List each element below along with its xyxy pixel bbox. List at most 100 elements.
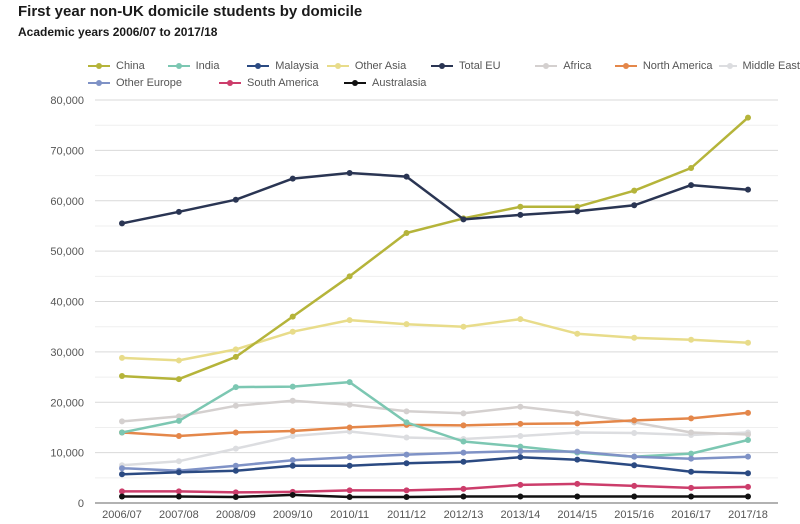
data-point-middle-east[interactable] bbox=[631, 429, 638, 436]
data-point-other-asia[interactable] bbox=[631, 334, 638, 341]
data-point-india[interactable] bbox=[745, 437, 751, 444]
data-point-middle-east[interactable] bbox=[289, 433, 296, 440]
data-point-north-america[interactable] bbox=[460, 422, 467, 429]
series-other-europe[interactable] bbox=[119, 448, 751, 474]
series-china[interactable] bbox=[119, 114, 751, 383]
legend-item-south-america[interactable]: South America bbox=[219, 77, 330, 89]
data-point-india[interactable] bbox=[460, 438, 467, 445]
data-point-malaysia[interactable] bbox=[574, 456, 581, 463]
legend-item-africa[interactable]: Africa bbox=[535, 60, 615, 72]
data-point-india[interactable] bbox=[517, 443, 524, 450]
data-point-africa[interactable] bbox=[517, 403, 524, 410]
series-line-australasia[interactable] bbox=[120, 493, 750, 499]
data-point-china[interactable] bbox=[232, 353, 239, 360]
data-point-china[interactable] bbox=[631, 187, 638, 194]
data-point-china[interactable] bbox=[574, 203, 581, 210]
data-point-africa[interactable] bbox=[688, 429, 695, 436]
data-point-other-asia[interactable] bbox=[175, 357, 182, 364]
data-point-south-america[interactable] bbox=[346, 487, 353, 494]
series-malaysia[interactable] bbox=[119, 454, 751, 478]
data-point-malaysia[interactable] bbox=[460, 458, 467, 465]
data-point-india[interactable] bbox=[346, 379, 353, 386]
data-point-malaysia[interactable] bbox=[346, 462, 353, 469]
data-point-south-america[interactable] bbox=[574, 480, 581, 487]
data-point-australasia[interactable] bbox=[460, 493, 467, 500]
legend-item-india[interactable]: India bbox=[167, 60, 248, 72]
data-point-india[interactable] bbox=[119, 429, 125, 436]
data-point-other-asia[interactable] bbox=[517, 316, 524, 323]
data-point-middle-east[interactable] bbox=[403, 434, 410, 441]
data-point-other-asia[interactable] bbox=[403, 321, 410, 328]
data-point-australasia[interactable] bbox=[289, 491, 296, 498]
data-point-total-eu[interactable] bbox=[745, 186, 751, 193]
series-line-africa[interactable] bbox=[120, 399, 750, 436]
series-line-china[interactable] bbox=[120, 116, 750, 381]
data-point-other-europe[interactable] bbox=[688, 455, 695, 462]
data-point-south-america[interactable] bbox=[232, 489, 239, 496]
data-point-china[interactable] bbox=[745, 114, 751, 121]
data-point-australasia[interactable] bbox=[403, 493, 410, 500]
legend-item-australasia[interactable]: Australasia bbox=[344, 77, 426, 89]
data-point-malaysia[interactable] bbox=[289, 462, 296, 469]
data-point-india[interactable] bbox=[175, 417, 182, 424]
data-point-malaysia[interactable] bbox=[119, 471, 125, 478]
legend-item-total-eu[interactable]: Total EU bbox=[431, 60, 535, 72]
data-point-south-america[interactable] bbox=[745, 483, 751, 490]
data-point-other-europe[interactable] bbox=[631, 453, 638, 460]
data-point-australasia[interactable] bbox=[631, 493, 638, 500]
legend-item-other-europe[interactable]: Other Europe bbox=[88, 77, 205, 89]
series-line-north-america[interactable] bbox=[120, 411, 750, 438]
series-line-south-america[interactable] bbox=[120, 482, 750, 494]
data-point-africa[interactable] bbox=[289, 397, 296, 404]
data-point-north-america[interactable] bbox=[574, 420, 581, 427]
data-point-other-asia[interactable] bbox=[119, 354, 125, 361]
data-point-north-america[interactable] bbox=[517, 420, 524, 427]
data-point-other-asia[interactable] bbox=[688, 336, 695, 343]
data-point-australasia[interactable] bbox=[119, 493, 125, 500]
data-point-north-america[interactable] bbox=[232, 429, 239, 436]
data-point-africa[interactable] bbox=[460, 410, 467, 417]
data-point-total-eu[interactable] bbox=[175, 208, 182, 215]
data-point-malaysia[interactable] bbox=[517, 454, 524, 461]
data-point-malaysia[interactable] bbox=[745, 470, 751, 477]
data-point-total-eu[interactable] bbox=[631, 202, 638, 209]
data-point-africa[interactable] bbox=[574, 410, 581, 417]
series-line-total-eu[interactable] bbox=[120, 171, 750, 225]
data-point-other-europe[interactable] bbox=[517, 448, 524, 455]
data-point-other-europe[interactable] bbox=[346, 454, 353, 461]
data-point-africa[interactable] bbox=[119, 418, 125, 425]
data-point-india[interactable] bbox=[688, 450, 695, 457]
series-australasia[interactable] bbox=[119, 491, 751, 500]
data-point-malaysia[interactable] bbox=[631, 462, 638, 469]
data-point-south-america[interactable] bbox=[460, 485, 467, 492]
data-point-other-asia[interactable] bbox=[574, 330, 581, 337]
data-point-other-europe[interactable] bbox=[745, 453, 751, 460]
legend-item-malaysia[interactable]: Malaysia bbox=[247, 60, 327, 72]
data-point-india[interactable] bbox=[232, 384, 239, 391]
series-line-middle-east[interactable] bbox=[120, 430, 750, 467]
data-point-north-america[interactable] bbox=[289, 427, 296, 434]
data-point-middle-east[interactable] bbox=[574, 429, 581, 436]
data-point-china[interactable] bbox=[289, 313, 296, 320]
data-point-africa[interactable] bbox=[403, 408, 410, 415]
data-point-australasia[interactable] bbox=[517, 493, 524, 500]
data-point-north-america[interactable] bbox=[688, 415, 695, 422]
data-point-total-eu[interactable] bbox=[346, 170, 353, 177]
series-total-eu[interactable] bbox=[119, 170, 751, 227]
data-point-australasia[interactable] bbox=[574, 493, 581, 500]
data-point-china[interactable] bbox=[517, 203, 524, 210]
data-point-malaysia[interactable] bbox=[403, 460, 410, 467]
legend-item-china[interactable]: China bbox=[88, 60, 168, 72]
data-point-australasia[interactable] bbox=[175, 493, 182, 500]
legend-item-other-asia[interactable]: Other Asia bbox=[326, 60, 431, 72]
data-point-malaysia[interactable] bbox=[688, 468, 695, 475]
data-point-china[interactable] bbox=[119, 373, 125, 380]
data-point-china[interactable] bbox=[346, 273, 353, 280]
data-point-australasia[interactable] bbox=[688, 493, 695, 500]
data-point-south-america[interactable] bbox=[688, 484, 695, 491]
data-point-total-eu[interactable] bbox=[574, 208, 581, 215]
data-point-china[interactable] bbox=[688, 165, 695, 172]
data-point-india[interactable] bbox=[289, 383, 296, 390]
data-point-africa[interactable] bbox=[346, 401, 353, 408]
data-point-total-eu[interactable] bbox=[119, 220, 125, 227]
